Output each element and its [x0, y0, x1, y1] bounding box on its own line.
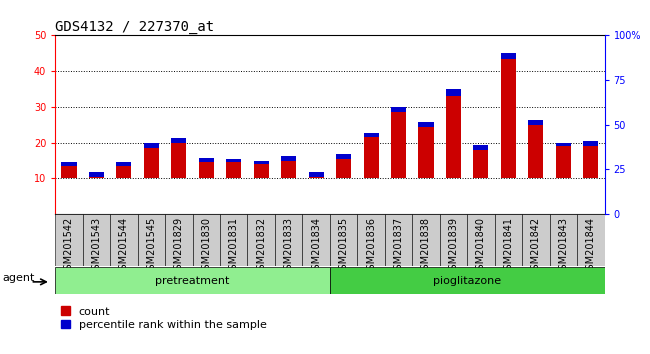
Bar [363, 137, 378, 178]
Text: GSM201831: GSM201831 [229, 217, 239, 276]
Text: GDS4132 / 227370_at: GDS4132 / 227370_at [55, 21, 214, 34]
Bar [281, 156, 296, 161]
Bar [528, 125, 543, 178]
FancyBboxPatch shape [220, 214, 248, 266]
Bar [199, 162, 214, 178]
FancyBboxPatch shape [412, 214, 439, 266]
Bar [501, 59, 516, 178]
FancyBboxPatch shape [302, 214, 330, 266]
Text: GSM201832: GSM201832 [256, 217, 266, 276]
Bar [446, 89, 461, 96]
Text: GSM201839: GSM201839 [448, 217, 458, 276]
Bar [556, 146, 571, 178]
Text: GSM201542: GSM201542 [64, 217, 74, 276]
FancyBboxPatch shape [467, 214, 495, 266]
Bar [446, 96, 461, 178]
Text: GSM201837: GSM201837 [393, 217, 404, 276]
Bar [254, 161, 268, 164]
Text: GSM201544: GSM201544 [119, 217, 129, 276]
Legend: count, percentile rank within the sample: count, percentile rank within the sample [61, 307, 266, 330]
Bar [226, 162, 241, 178]
FancyBboxPatch shape [55, 267, 330, 294]
Text: GSM201842: GSM201842 [531, 217, 541, 276]
Text: GSM201843: GSM201843 [558, 217, 568, 276]
Text: pioglitazone: pioglitazone [433, 275, 501, 286]
FancyBboxPatch shape [330, 267, 604, 294]
Text: agent: agent [3, 273, 35, 283]
Bar [144, 148, 159, 178]
Bar [391, 112, 406, 178]
Bar [199, 158, 214, 162]
Bar [363, 133, 378, 137]
Bar [528, 120, 543, 125]
Bar [281, 161, 296, 178]
Bar [62, 162, 77, 166]
FancyBboxPatch shape [550, 214, 577, 266]
Bar [501, 53, 516, 59]
Bar [419, 127, 434, 178]
Text: GSM201543: GSM201543 [92, 217, 101, 276]
FancyBboxPatch shape [165, 214, 192, 266]
FancyBboxPatch shape [275, 214, 302, 266]
Bar [556, 143, 571, 146]
Bar [473, 150, 488, 178]
FancyBboxPatch shape [330, 214, 358, 266]
Bar [583, 146, 598, 178]
Bar [309, 172, 324, 177]
FancyBboxPatch shape [111, 214, 138, 266]
Bar [172, 138, 187, 143]
FancyBboxPatch shape [495, 214, 522, 266]
FancyBboxPatch shape [83, 214, 110, 266]
Text: pretreatment: pretreatment [155, 275, 229, 286]
Text: GSM201844: GSM201844 [586, 217, 596, 276]
FancyBboxPatch shape [55, 214, 83, 266]
Bar [144, 143, 159, 148]
Bar [336, 154, 351, 159]
Bar [226, 159, 241, 162]
Text: GSM201840: GSM201840 [476, 217, 486, 276]
FancyBboxPatch shape [439, 214, 467, 266]
Text: GSM201830: GSM201830 [202, 217, 211, 276]
FancyBboxPatch shape [138, 214, 165, 266]
Text: GSM201838: GSM201838 [421, 217, 431, 276]
Bar [116, 166, 131, 178]
Text: GSM201836: GSM201836 [366, 217, 376, 276]
Text: GSM201835: GSM201835 [339, 217, 348, 276]
Bar [473, 145, 488, 150]
Bar [254, 164, 268, 178]
FancyBboxPatch shape [192, 214, 220, 266]
FancyBboxPatch shape [522, 214, 550, 266]
Text: GSM201829: GSM201829 [174, 217, 184, 276]
FancyBboxPatch shape [385, 214, 412, 266]
Bar [583, 141, 598, 146]
Text: GSM201841: GSM201841 [503, 217, 514, 276]
Bar [391, 107, 406, 112]
Text: GSM201545: GSM201545 [146, 217, 157, 276]
FancyBboxPatch shape [358, 214, 385, 266]
Bar [89, 172, 104, 177]
Bar [172, 143, 187, 178]
Bar [336, 159, 351, 178]
FancyBboxPatch shape [248, 214, 275, 266]
Bar [89, 177, 104, 178]
FancyBboxPatch shape [577, 214, 605, 266]
Text: GSM201834: GSM201834 [311, 217, 321, 276]
Text: GSM201833: GSM201833 [283, 217, 294, 276]
Bar [419, 122, 434, 127]
Bar [116, 162, 131, 166]
Bar [309, 177, 324, 178]
Bar [62, 166, 77, 178]
